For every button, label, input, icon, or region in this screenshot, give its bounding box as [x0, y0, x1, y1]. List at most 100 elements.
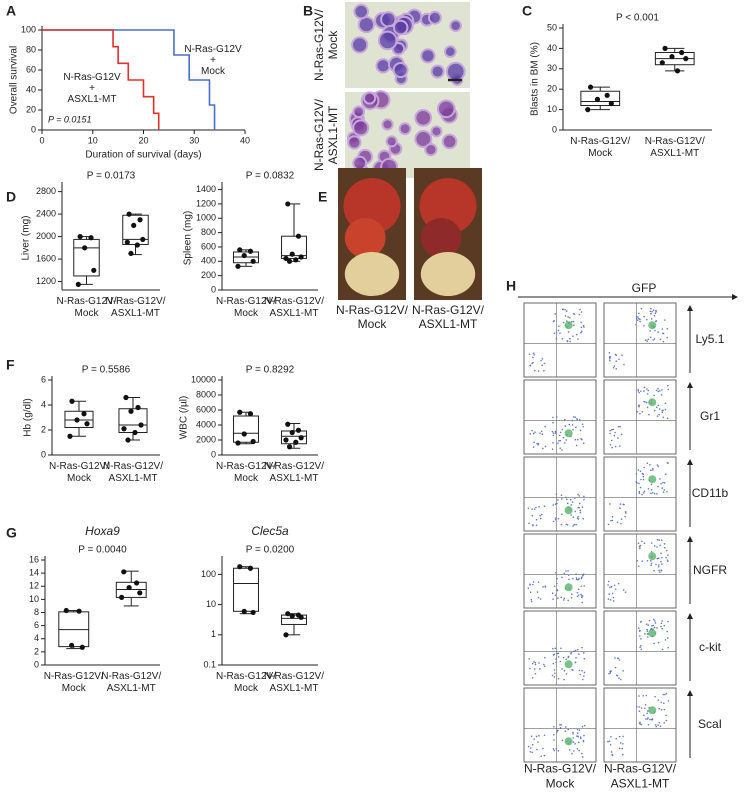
flow-event — [660, 708, 663, 711]
flow-event — [619, 425, 621, 428]
flow-event — [667, 646, 669, 649]
flow-event — [581, 423, 584, 426]
flow-event — [561, 337, 564, 340]
flow-event — [645, 401, 648, 404]
data-point — [132, 429, 138, 436]
cell — [414, 130, 433, 149]
row-label: Gr1 — [700, 409, 720, 423]
flow-event — [636, 560, 639, 562]
data-point — [608, 100, 614, 107]
flow-event — [561, 498, 563, 500]
flow-plot — [603, 456, 677, 532]
flow-event — [531, 429, 533, 432]
data-point — [659, 60, 665, 66]
data-point — [131, 222, 137, 228]
flow-event — [657, 557, 660, 559]
flow-density — [648, 321, 657, 330]
flow-event — [642, 478, 645, 481]
flow-event — [661, 620, 663, 622]
flow-density — [648, 706, 657, 715]
flow-event — [661, 563, 663, 565]
flow-event — [557, 499, 559, 501]
flow-event — [608, 593, 610, 595]
cell — [428, 10, 442, 25]
panel-letter: E — [318, 189, 327, 205]
flow-event — [645, 694, 648, 697]
flow-event — [621, 747, 624, 750]
flow-event — [557, 677, 560, 680]
flow-event — [540, 359, 542, 362]
flow-event — [530, 598, 533, 601]
flow-event — [658, 539, 661, 541]
cell — [385, 135, 398, 148]
flow-event — [639, 486, 642, 489]
flow-event — [635, 318, 638, 320]
y-tick-label: 6 — [41, 374, 46, 384]
flow-event — [576, 735, 578, 737]
flow-event — [529, 584, 531, 586]
flow-event — [608, 357, 611, 360]
flow-event — [565, 320, 568, 322]
flow-event — [662, 491, 665, 493]
flow-event — [641, 540, 643, 543]
y-tick-label: 40 — [26, 84, 36, 94]
flow-event — [574, 649, 577, 652]
flow-event — [637, 565, 640, 568]
flow-event — [576, 438, 579, 441]
flow-event — [578, 506, 580, 509]
flow-event — [638, 312, 640, 315]
flow-event — [625, 512, 627, 514]
y-axis-label: Hb (g/dl) — [23, 398, 34, 436]
flow-event — [649, 718, 651, 721]
flow-event — [635, 473, 638, 475]
flow-event — [557, 329, 560, 332]
flow-event — [543, 754, 546, 757]
flow-event — [661, 556, 663, 559]
flow-event — [566, 502, 569, 505]
flow-event — [661, 627, 663, 630]
flow-event — [620, 433, 623, 436]
flow-event — [565, 658, 567, 661]
data-point — [81, 411, 87, 417]
flow-event — [653, 642, 655, 645]
flow-event — [653, 338, 656, 340]
flow-event — [558, 325, 560, 327]
flow-event — [614, 666, 617, 669]
flow-event — [660, 569, 663, 571]
flow-event — [539, 514, 541, 517]
flow-event — [617, 437, 619, 439]
flow-event — [576, 728, 579, 731]
flow-event — [612, 596, 615, 599]
x-tick-label: N-Ras-G12V/Mock — [56, 296, 116, 319]
flow-density — [564, 321, 573, 330]
flow-event — [553, 733, 555, 736]
flow-event — [553, 726, 555, 728]
flow-plot — [603, 687, 677, 763]
flow-event — [654, 312, 657, 315]
data-point — [295, 427, 302, 433]
flow-event — [663, 708, 666, 711]
flow-event — [532, 352, 535, 354]
flow-event — [574, 416, 577, 418]
flow-event — [608, 352, 611, 354]
flow-event — [564, 308, 566, 311]
flow-event — [577, 741, 580, 744]
flow-event — [564, 315, 567, 317]
flow-event — [645, 718, 647, 720]
y-tick-label: 60 — [26, 64, 36, 74]
flow-event — [542, 747, 544, 750]
data-point — [75, 281, 81, 287]
flow-event — [665, 719, 668, 722]
flow-event — [646, 340, 649, 342]
flow-event — [575, 333, 578, 336]
flow-density — [648, 398, 657, 407]
data-point — [285, 611, 291, 617]
flow-event — [637, 316, 639, 318]
x-tick-label: N-Ras-G12V/Mock — [216, 296, 276, 319]
flow-event — [543, 734, 546, 737]
flow-event — [614, 588, 617, 591]
data-point — [74, 417, 80, 423]
cell — [424, 143, 438, 157]
data-point — [63, 607, 69, 614]
x-tick-label: N-Ras-G12V/ASXL1-MT — [101, 671, 161, 694]
